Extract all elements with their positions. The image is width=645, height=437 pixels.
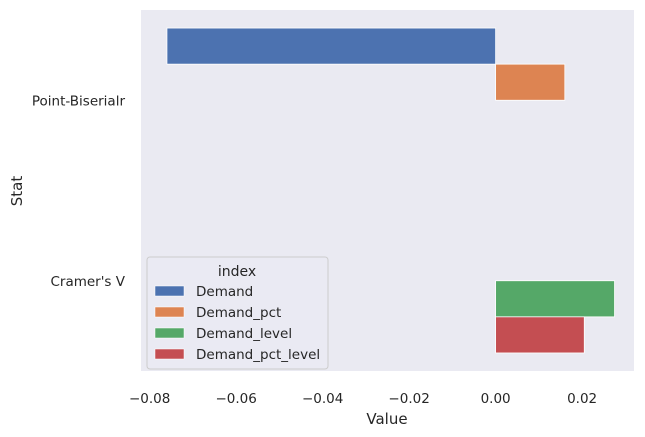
y-tick-labels: Point-Biserialr Cramer's V	[32, 93, 126, 290]
legend-swatch	[154, 306, 185, 318]
x-tick-label: −0.04	[302, 391, 343, 407]
x-tick-label: 0.02	[567, 391, 597, 407]
legend-swatch	[154, 285, 185, 297]
bar-demand-level-2	[495, 280, 615, 318]
legend-label: Demand	[196, 284, 253, 300]
x-axis-title: Value	[366, 410, 407, 428]
legend: index DemandDemand_pctDemand_levelDemand…	[146, 256, 329, 370]
bars-layer	[166, 27, 615, 354]
bar-demand-pct-level-2	[495, 316, 585, 354]
bar-demand-1	[166, 27, 497, 65]
legend-label: Demand_pct_level	[196, 347, 320, 363]
y-tick-label: Point-Biserialr	[32, 93, 126, 109]
legend-label: Demand_pct	[196, 305, 281, 321]
legend-frame	[146, 256, 329, 370]
legend-swatch	[154, 327, 185, 339]
y-tick-label: Cramer's V	[50, 274, 125, 290]
y-axis-title: Stat	[8, 176, 26, 207]
legend-title: index	[218, 264, 256, 280]
legend-items: Demand Demand_pct Demand_level Demand_pct_l…	[154, 284, 320, 363]
x-tick-label: −0.02	[388, 391, 429, 407]
x-tick-label: 0.00	[481, 391, 511, 407]
legend-label: Demand_level	[196, 326, 292, 342]
x-tick-labels: −0.08 −0.06 −0.04 −0.02 0.00 0.02	[129, 391, 597, 407]
bar-demand-pct-1	[495, 63, 566, 101]
legend-swatch	[154, 348, 185, 360]
x-tick-label: −0.06	[215, 391, 256, 407]
x-tick-label: −0.08	[129, 391, 170, 407]
